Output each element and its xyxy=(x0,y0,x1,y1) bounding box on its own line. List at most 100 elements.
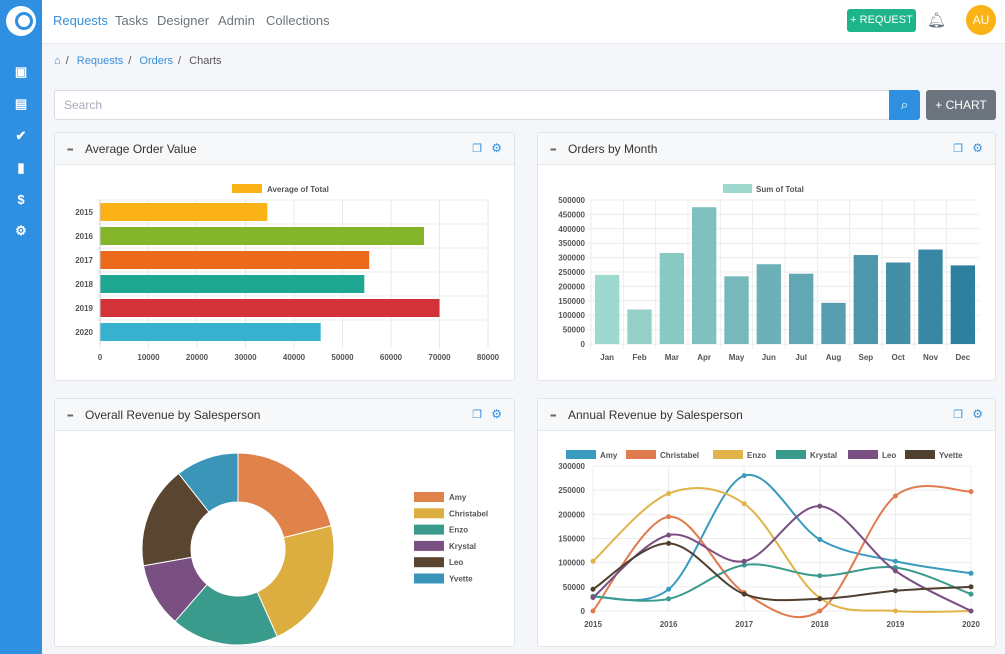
card-annual-revenue: ▪▪▪ Annual Revenue by Salesperson ❐ ⚙ 0 50… xyxy=(537,398,996,647)
breadcrumb-orders[interactable]: Orders xyxy=(139,55,174,67)
search-icon: ⌕ xyxy=(900,97,909,112)
bar-Aug xyxy=(821,302,846,344)
nav-requests[interactable]: Requests xyxy=(53,13,108,28)
x-tick-label: 80000 xyxy=(477,353,500,362)
settings-icon[interactable]: ⚙ xyxy=(491,407,502,421)
drag-handle-icon[interactable]: ▪▪▪ xyxy=(67,145,73,154)
nav-admin[interactable]: Admin xyxy=(218,13,255,28)
point-Amy-2020 xyxy=(968,570,974,576)
legend-swatch xyxy=(414,508,444,519)
add-chart-button[interactable]: + CHART xyxy=(926,90,996,120)
bar-2015 xyxy=(100,203,268,221)
avatar[interactable]: AU xyxy=(966,5,996,35)
legend-swatch xyxy=(414,557,444,568)
chart-canvas: Amy Christabel Enzo Krystal Leo Yvette xyxy=(141,452,488,646)
slice-Amy xyxy=(237,452,332,539)
line-Leo xyxy=(592,505,972,612)
gear-icon[interactable]: ⚙ xyxy=(15,223,27,238)
search-input[interactable]: Search xyxy=(54,90,890,120)
copy-icon[interactable]: ❐ xyxy=(953,409,963,421)
x-tick-label: 2016 xyxy=(660,620,678,629)
nav-designer[interactable]: Designer xyxy=(157,13,210,28)
x-tick-label: 0 xyxy=(98,353,103,362)
x-tick-label: Oct xyxy=(891,353,905,362)
legend-label: Leo xyxy=(449,558,463,567)
legend-swatch xyxy=(626,450,656,459)
legend-swatch xyxy=(566,450,596,459)
copy-icon[interactable]: ❐ xyxy=(472,409,482,421)
drag-handle-icon[interactable]: ▪▪▪ xyxy=(550,145,556,154)
sidebar: ▣ ▤ ✔ ▮ $ ⚙ xyxy=(0,0,42,654)
x-tick-label: 30000 xyxy=(234,353,257,362)
copy-icon[interactable]: ❐ xyxy=(472,143,482,155)
y-tick-label: 250000 xyxy=(558,486,585,495)
legend-swatch xyxy=(723,184,752,193)
point-Amy-2018 xyxy=(817,536,823,542)
legend-swatch xyxy=(905,450,935,459)
y-tick-label: 350000 xyxy=(558,239,585,248)
line-Amy xyxy=(592,473,972,602)
copy-icon[interactable]: ❐ xyxy=(953,143,963,155)
legend-swatch xyxy=(414,540,444,551)
point-Amy-2017 xyxy=(741,473,747,479)
card-overall-revenue: ▪▪▪ Overall Revenue by Salesperson ❐ ⚙ Am… xyxy=(54,398,515,647)
slice-Leo xyxy=(141,472,210,567)
chart-canvas: 0 10000 20000 30000 40000 50000 60000 70000 8000… xyxy=(75,184,500,362)
settings-icon[interactable]: ⚙ xyxy=(491,141,502,155)
home-icon[interactable]: ⌂ xyxy=(54,55,61,67)
id-card-icon[interactable]: ▣ xyxy=(14,64,28,79)
y-tick-label: 200000 xyxy=(558,510,585,519)
card-average-order-value: ▪▪▪ Average Order Value ❐ ⚙ 0 10000 20000 30… xyxy=(54,132,515,381)
legend-swatch xyxy=(232,184,262,193)
new-request-button[interactable]: + REQUEST xyxy=(847,9,916,32)
bar-2019 xyxy=(100,299,440,317)
legend-label: Krystal xyxy=(449,542,476,551)
y-tick-label: 500000 xyxy=(558,196,585,205)
drag-handle-icon[interactable]: ▪▪▪ xyxy=(67,411,73,420)
bar-2017 xyxy=(100,251,370,269)
bar-2020 xyxy=(100,323,321,341)
y-tick-label: 50000 xyxy=(563,583,586,592)
point-Enzo-2019 xyxy=(892,608,898,614)
settings-icon[interactable]: ⚙ xyxy=(972,141,983,155)
breadcrumb-current: Charts xyxy=(189,55,222,67)
y-tick-label: 100000 xyxy=(558,311,585,320)
bar-2016 xyxy=(100,227,424,245)
clipboard-icon[interactable]: ▮ xyxy=(17,160,25,175)
point-Yvette-2018 xyxy=(817,596,823,602)
y-tick-label: 450000 xyxy=(558,210,585,219)
nav-collections[interactable]: Collections xyxy=(266,13,330,28)
clipboard-check-icon[interactable]: ✔ xyxy=(15,128,27,143)
card-header: ▪▪▪ Overall Revenue by Salesperson ❐ ⚙ xyxy=(55,399,514,431)
point-Enzo-2015 xyxy=(590,558,596,564)
x-tick-label: 40000 xyxy=(283,353,306,362)
drag-handle-icon[interactable]: ▪▪▪ xyxy=(550,411,556,420)
nav-tasks[interactable]: Tasks xyxy=(115,13,149,28)
card-title: Orders by Month xyxy=(568,142,658,156)
search-button[interactable]: ⌕ xyxy=(889,90,920,120)
legend-label: Enzo xyxy=(747,451,766,460)
dollar-icon[interactable]: $ xyxy=(17,192,25,207)
legend-label: Average of Total xyxy=(267,185,329,194)
point-Amy-2015 xyxy=(590,594,596,599)
point-Enzo-2016 xyxy=(666,491,672,497)
y-tick-label: 400000 xyxy=(558,225,585,234)
legend-label: Amy xyxy=(449,493,467,502)
card-title: Overall Revenue by Salesperson xyxy=(85,408,261,422)
y-tick-label: 300000 xyxy=(558,254,585,263)
y-tick-label: 2016 xyxy=(75,232,93,241)
x-tick-label: Dec xyxy=(955,353,970,362)
logo[interactable] xyxy=(6,6,36,36)
clipboard-list-icon[interactable]: ▤ xyxy=(14,96,28,111)
legend-label: Christabel xyxy=(449,509,488,518)
breadcrumb-requests[interactable]: Requests xyxy=(76,55,124,67)
chart-canvas: 0 50000 100000 150000 200000 250000 300000 2015… xyxy=(558,450,980,629)
bell-icon[interactable]: 🔔︎ xyxy=(927,12,947,29)
legend-swatch xyxy=(414,573,444,584)
legend-label: Yvette xyxy=(449,575,473,584)
slice-Yvette xyxy=(177,452,239,513)
y-tick-label: 0 xyxy=(581,607,586,616)
bar-Feb xyxy=(627,309,652,344)
settings-icon[interactable]: ⚙ xyxy=(972,407,983,421)
bar-2018 xyxy=(100,275,365,293)
